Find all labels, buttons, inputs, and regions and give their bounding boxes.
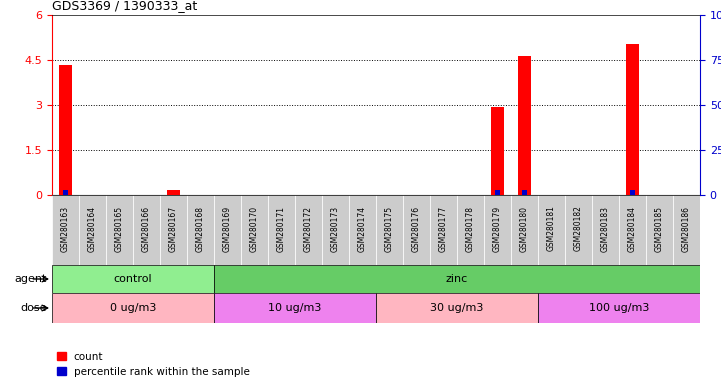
- Text: GSM280171: GSM280171: [277, 205, 286, 252]
- Text: GSM280181: GSM280181: [547, 205, 556, 252]
- Text: GSM280178: GSM280178: [466, 205, 475, 252]
- Text: GSM280175: GSM280175: [385, 205, 394, 252]
- Text: GSM280180: GSM280180: [520, 205, 529, 252]
- Text: GSM280165: GSM280165: [115, 205, 124, 252]
- Text: GSM280172: GSM280172: [304, 205, 313, 252]
- Bar: [619, 195, 646, 265]
- Text: dose: dose: [20, 303, 47, 313]
- Text: GSM280163: GSM280163: [61, 205, 70, 252]
- Bar: [58, 65, 72, 195]
- Bar: [160, 195, 187, 265]
- Text: 100 ug/m3: 100 ug/m3: [589, 303, 649, 313]
- Bar: [79, 195, 106, 265]
- Bar: [522, 190, 527, 195]
- Bar: [403, 195, 430, 265]
- Text: GSM280166: GSM280166: [142, 205, 151, 252]
- Text: GSM280174: GSM280174: [358, 205, 367, 252]
- Bar: [491, 106, 504, 195]
- Text: GSM280173: GSM280173: [331, 205, 340, 252]
- Bar: [241, 195, 268, 265]
- Text: GSM280177: GSM280177: [439, 205, 448, 252]
- Text: GSM280182: GSM280182: [574, 205, 583, 252]
- Bar: [187, 195, 214, 265]
- Bar: [495, 190, 500, 195]
- Bar: [430, 195, 457, 265]
- Bar: [322, 195, 349, 265]
- Bar: [52, 293, 214, 323]
- Text: GSM280176: GSM280176: [412, 205, 421, 252]
- Bar: [214, 293, 376, 323]
- Bar: [167, 190, 180, 195]
- Bar: [673, 195, 700, 265]
- Bar: [376, 293, 538, 323]
- Bar: [133, 195, 160, 265]
- Bar: [646, 195, 673, 265]
- Text: GDS3369 / 1390333_at: GDS3369 / 1390333_at: [52, 0, 198, 12]
- Bar: [52, 265, 214, 293]
- Bar: [565, 195, 592, 265]
- Text: zinc: zinc: [446, 274, 468, 284]
- Legend: count, percentile rank within the sample: count, percentile rank within the sample: [57, 352, 249, 377]
- Text: control: control: [114, 274, 152, 284]
- Text: GSM280183: GSM280183: [601, 205, 610, 252]
- Bar: [214, 195, 241, 265]
- Bar: [268, 195, 295, 265]
- Bar: [214, 265, 700, 293]
- Bar: [106, 195, 133, 265]
- Bar: [52, 195, 79, 265]
- Text: GSM280167: GSM280167: [169, 205, 178, 252]
- Text: GSM280169: GSM280169: [223, 205, 232, 252]
- Bar: [626, 43, 640, 195]
- Bar: [295, 195, 322, 265]
- Text: 0 ug/m3: 0 ug/m3: [110, 303, 156, 313]
- Text: 10 ug/m3: 10 ug/m3: [268, 303, 322, 313]
- Bar: [630, 190, 635, 195]
- Bar: [538, 293, 700, 323]
- Bar: [63, 190, 68, 195]
- Bar: [518, 56, 531, 195]
- Text: agent: agent: [14, 274, 47, 284]
- Text: GSM280184: GSM280184: [628, 205, 637, 252]
- Bar: [376, 195, 403, 265]
- Text: 30 ug/m3: 30 ug/m3: [430, 303, 484, 313]
- Bar: [538, 195, 565, 265]
- Text: GSM280185: GSM280185: [655, 205, 664, 252]
- Bar: [457, 195, 484, 265]
- Text: GSM280179: GSM280179: [493, 205, 502, 252]
- Bar: [484, 195, 511, 265]
- Bar: [592, 195, 619, 265]
- Text: GSM280186: GSM280186: [682, 205, 691, 252]
- Text: GSM280164: GSM280164: [88, 205, 97, 252]
- Text: GSM280168: GSM280168: [196, 205, 205, 252]
- Text: GSM280170: GSM280170: [250, 205, 259, 252]
- Bar: [511, 195, 538, 265]
- Bar: [349, 195, 376, 265]
